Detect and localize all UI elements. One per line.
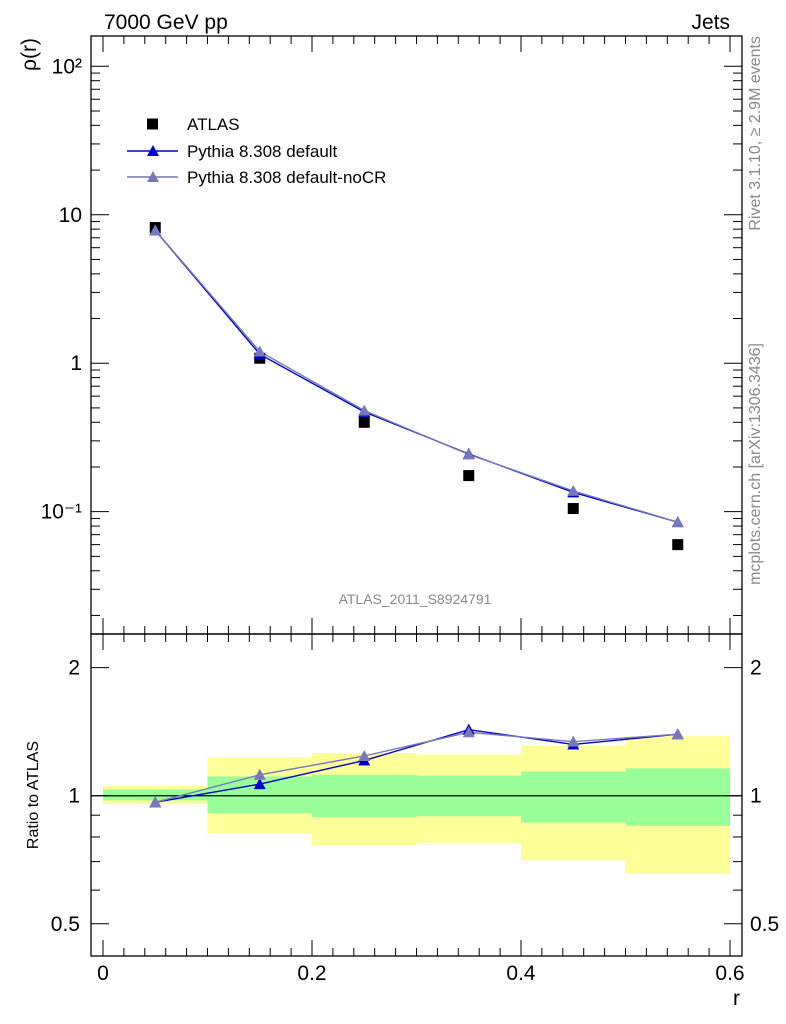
- side-text-bottom: mcplots.cern.ch [arXiv:1306.3436]: [747, 343, 764, 585]
- analysis-label: ATLAS_2011_S8924791: [339, 591, 492, 607]
- ratio-inner-band: [103, 789, 208, 801]
- series-line: [154, 229, 678, 523]
- data-point-nocr: [149, 224, 162, 236]
- ratio-point-nocr: [567, 735, 580, 747]
- ratio-series-line: [155, 731, 678, 803]
- ratio-plot: 0 0.2 0.4 0.6 0.5 0.5 1 1 2 2: [51, 633, 779, 985]
- main-plot: 10⁻¹ 1 10 10²: [41, 35, 743, 635]
- data-point-nocr: [567, 484, 580, 496]
- x-tick-label: 0.4: [506, 962, 536, 985]
- ratio-inner-band: [625, 768, 730, 826]
- data-point-atlas: [358, 416, 370, 428]
- x-tick-label: 0.6: [715, 962, 744, 985]
- y-tick-label: 1: [750, 785, 762, 808]
- legend-entry: Pythia 8.308 default: [187, 142, 338, 161]
- header-right: Jets: [691, 11, 730, 34]
- x-axis-label: r: [733, 987, 740, 1010]
- y-tick-label: 10⁻¹: [41, 501, 82, 524]
- legend-marker: [147, 145, 159, 156]
- y-tick-label: 1: [68, 785, 80, 808]
- legend-marker-atlas: [147, 118, 158, 130]
- legend-entry: ATLAS: [187, 115, 240, 134]
- legend-entry: Pythia 8.308 default-noCR: [187, 168, 386, 187]
- header-left: 7000 GeV pp: [104, 11, 228, 34]
- ratio-point-nocr: [358, 749, 371, 761]
- legend: ATLAS Pythia 8.308 default Pythia 8.308 de…: [127, 115, 386, 187]
- series-line: [154, 229, 678, 523]
- ratio-series-line: [155, 728, 678, 804]
- y-tick-label: 2: [68, 657, 80, 680]
- data-point-atlas: [672, 539, 684, 551]
- ratio-point-nocr: [253, 768, 266, 780]
- y-tick-label: 10²: [52, 55, 82, 78]
- x-tick-label: 0: [97, 962, 109, 985]
- side-text-top: Rivet 3.1.10, ≥ 2.9M events: [747, 36, 764, 231]
- y-tick-label: 0.5: [51, 913, 80, 936]
- y-tick-label: 2: [750, 657, 762, 680]
- y-tick-label: 1: [70, 352, 82, 375]
- data-point-nocr: [462, 448, 475, 460]
- main-y-axis-label: ρ(r): [18, 38, 41, 71]
- data-point-nocr: [671, 516, 684, 528]
- ratio-point-default: [253, 778, 266, 790]
- y-tick-label: 10: [59, 204, 82, 227]
- data-point-nocr: [358, 404, 371, 416]
- data-point-atlas: [463, 470, 475, 482]
- y-tick-label: 0.5: [750, 913, 779, 936]
- x-tick-label: 0.2: [297, 962, 326, 985]
- ratio-point-nocr: [671, 728, 684, 740]
- legend-marker: [147, 171, 159, 182]
- ratio-point-nocr: [462, 726, 475, 738]
- ratio-inner-band: [521, 771, 626, 823]
- data-point-nocr: [253, 345, 266, 357]
- data-point-atlas: [567, 503, 579, 515]
- ratio-y-axis-label: Ratio to ATLAS: [25, 741, 42, 849]
- ratio-point-nocr: [149, 796, 162, 808]
